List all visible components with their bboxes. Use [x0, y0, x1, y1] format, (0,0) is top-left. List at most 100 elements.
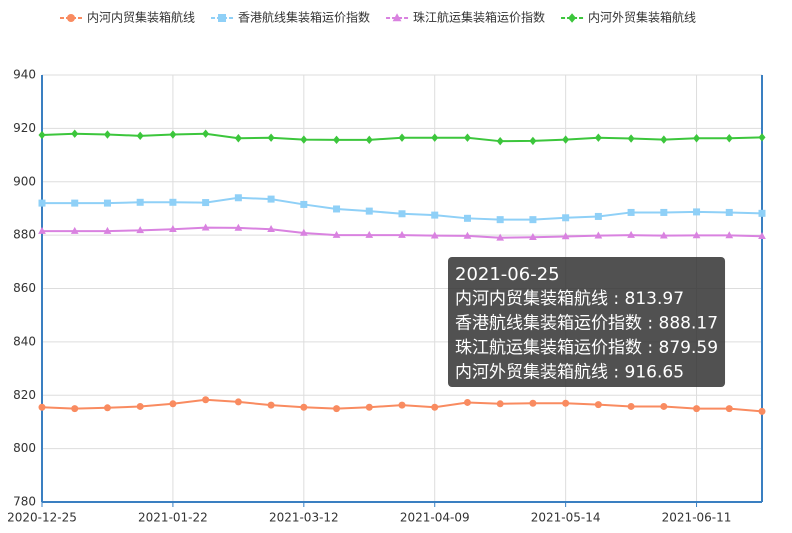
point [725, 231, 734, 239]
point [398, 401, 406, 409]
tooltip-row: 香港航线集装箱运价指数 : 888.17 [455, 314, 718, 334]
point [234, 223, 243, 231]
point [267, 195, 275, 203]
point [529, 399, 537, 407]
point [169, 225, 177, 233]
point [267, 133, 275, 142]
legend-marker [392, 13, 402, 22]
x-tick-label: 2021-04-09 [400, 511, 470, 525]
tooltip-row: 珠江航运集装箱运价指数 : 879.59 [455, 338, 718, 358]
point [71, 199, 79, 207]
tooltip: 2021-06-25 内河内贸集装箱航线 : 813.97 香港航线集装箱运价指数 … [448, 257, 726, 387]
point [103, 130, 111, 139]
point [463, 231, 472, 239]
point [38, 199, 46, 207]
legend-label: 内河内贸集装箱航线 [87, 10, 195, 25]
point [103, 404, 111, 412]
point [431, 403, 439, 411]
point [463, 214, 471, 222]
point [496, 233, 505, 241]
point [365, 207, 373, 215]
tooltip-value: 916.65 [625, 363, 684, 383]
point [594, 133, 602, 142]
legend-marker [568, 13, 577, 23]
tooltip-name: 香港航线集装箱运价指数 [455, 314, 642, 334]
point [299, 228, 308, 236]
point [333, 405, 341, 413]
point [693, 208, 701, 216]
y-tick-label: 900 [13, 174, 36, 188]
point [693, 405, 701, 413]
point [463, 133, 471, 142]
point [627, 402, 635, 410]
y-tick-label: 920 [13, 121, 36, 135]
point [202, 199, 210, 207]
point [562, 214, 570, 222]
point [463, 398, 471, 406]
point [431, 133, 439, 142]
point [202, 129, 210, 138]
tooltip-title: 2021-06-25 [455, 264, 560, 285]
point [38, 226, 46, 234]
point [758, 133, 766, 142]
point [300, 403, 308, 411]
point [169, 400, 177, 408]
y-tick-label: 800 [13, 441, 36, 455]
point [267, 401, 275, 409]
x-tick-label: 2020-12-25 [7, 511, 77, 525]
tooltip-name: 内河外贸集装箱航线 [455, 363, 608, 383]
point [136, 226, 145, 234]
point [70, 226, 79, 234]
point [71, 129, 79, 138]
point [529, 216, 537, 224]
point [660, 135, 668, 144]
point [333, 135, 341, 145]
point [627, 230, 635, 238]
point [594, 401, 602, 409]
point [267, 225, 275, 233]
point [660, 208, 668, 216]
point [594, 212, 602, 220]
tooltip-row: 内河内贸集装箱航线 : 813.97 [455, 289, 684, 309]
point [202, 396, 210, 404]
point [561, 232, 570, 240]
legend-marker [218, 14, 227, 22]
point [398, 210, 406, 218]
point [300, 135, 308, 144]
y-tick-label: 840 [13, 334, 36, 348]
point [234, 194, 242, 202]
point [136, 131, 144, 141]
point [333, 205, 341, 213]
point [496, 216, 504, 224]
point [758, 232, 766, 240]
x-tick-label: 2021-01-22 [138, 511, 208, 525]
point [234, 134, 242, 143]
legend-marker [67, 14, 75, 22]
point [758, 407, 766, 415]
x-tick-label: 2021-03-12 [269, 511, 339, 525]
tooltip-box [448, 257, 726, 387]
legend-label: 内河外贸集装箱航线 [588, 10, 696, 25]
point [627, 208, 635, 216]
point [692, 231, 701, 239]
point [201, 223, 210, 231]
tooltip-name: 内河内贸集装箱航线 [455, 289, 608, 309]
point [38, 130, 46, 140]
tooltip-value: 813.97 [625, 289, 684, 309]
tooltip-value: 888.17 [659, 314, 718, 334]
tooltip-value: 879.59 [659, 338, 718, 358]
point [725, 405, 733, 413]
tooltip-sep: : [608, 363, 625, 383]
point [431, 211, 439, 219]
point [398, 133, 406, 142]
point [562, 399, 570, 407]
tooltip-sep: : [642, 338, 659, 358]
point [169, 130, 177, 139]
point [725, 134, 733, 143]
point [169, 198, 177, 206]
point [398, 230, 406, 238]
tooltip-sep: : [642, 314, 659, 334]
tooltip-sep: : [608, 289, 625, 309]
point [332, 230, 341, 238]
